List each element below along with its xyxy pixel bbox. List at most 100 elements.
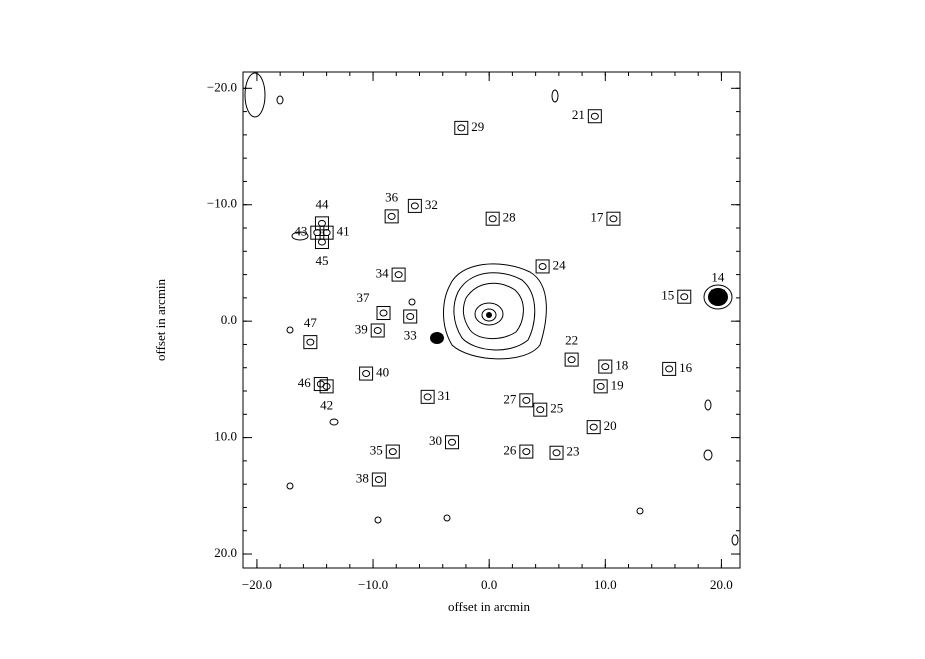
source-contour [362,370,371,378]
source-contour [373,326,382,334]
source-label: 25 [550,401,563,416]
source-contour [379,309,388,317]
source-label: 35 [370,443,383,458]
source-contour [589,423,598,431]
source-contour [394,271,403,279]
x-tick-label: −20.0 [242,577,272,592]
y-tick-label: 10.0 [214,429,237,444]
source-contour [680,293,689,301]
source-box [677,289,692,304]
source-box [407,198,422,213]
source-contour [609,215,618,223]
x-tick-label: 20.0 [710,577,733,592]
source-label: 44 [315,196,329,211]
source-contour [448,438,457,446]
source-contour [322,382,331,390]
source-label: 20 [604,418,617,433]
source-label: 37 [357,290,371,305]
source-label: 27 [503,391,517,406]
source-contour [536,406,545,414]
source-box [371,472,386,487]
source-box [485,211,500,226]
source-label: 30 [429,433,442,448]
source-box [586,420,601,435]
source-contour [410,202,419,210]
source-box [385,444,400,459]
y-tick-label: 20.0 [214,545,237,560]
source-box [535,259,550,274]
source-label: 42 [320,397,333,412]
source-contour [567,356,576,364]
source-box [376,306,391,321]
source-label: 31 [438,388,451,403]
source-label: 41 [337,224,350,239]
source-contour [423,393,432,401]
source-contour [522,448,531,456]
source-label: 18 [615,358,628,373]
source-box [445,435,460,450]
contours [244,72,739,546]
source-contour [713,293,722,301]
source-box [359,366,374,381]
source-contour [665,365,674,373]
source-label: 16 [679,360,693,375]
source-box [593,379,608,394]
source-contour [601,363,610,371]
source-box [403,309,418,324]
source-box [313,377,328,392]
source-box [391,267,406,282]
y-tick-label: −20.0 [207,79,237,94]
source-box [314,234,329,249]
y-tick-label: 0.0 [221,312,237,327]
source-label: 24 [553,257,567,272]
source-label: 39 [355,321,368,336]
source-box [519,444,534,459]
source-label: 26 [503,443,517,458]
source-contour [306,338,315,346]
source-label: 32 [425,197,438,212]
source-box [420,389,435,404]
source-label: 47 [304,315,318,330]
source-contour [522,396,531,404]
y-tick-label: −10.0 [207,196,237,211]
x-tick-label: 0.0 [481,577,497,592]
source-contour [552,449,561,457]
source-label: 34 [376,266,390,281]
source-box [662,361,677,376]
y-axis-title: offset in arcmin [153,278,168,361]
x-tick-label: −10.0 [358,577,388,592]
x-axis-title: offset in arcmin [448,599,531,614]
source-contour [406,313,415,321]
source-label: 28 [503,210,516,225]
source-box [598,359,613,374]
source-contour [457,124,466,132]
source-label: 33 [404,327,417,342]
source-box [303,335,318,350]
source-box [533,402,548,417]
source-label: 22 [565,333,578,348]
source-box [519,393,534,408]
source-box [314,216,329,231]
source-label: 36 [385,189,399,204]
source-contour [590,112,599,120]
source-label: 45 [315,253,328,268]
source-box [549,445,564,460]
source-box [710,289,725,304]
source-contour [538,262,547,270]
source-label: 17 [590,210,604,225]
source-label: 21 [572,107,585,122]
source-box [370,323,385,338]
source-box [606,211,621,226]
source-contour [317,238,326,246]
source-label: 43 [294,224,307,239]
source-label: 46 [298,375,312,390]
source-contour [488,215,497,223]
source-box [319,225,334,240]
plot-frame [242,71,741,569]
source-label: 23 [567,444,580,459]
source-contour [374,476,383,484]
source-label: 38 [356,470,369,485]
source-label: 40 [376,365,389,380]
source-label: 15 [661,288,674,303]
